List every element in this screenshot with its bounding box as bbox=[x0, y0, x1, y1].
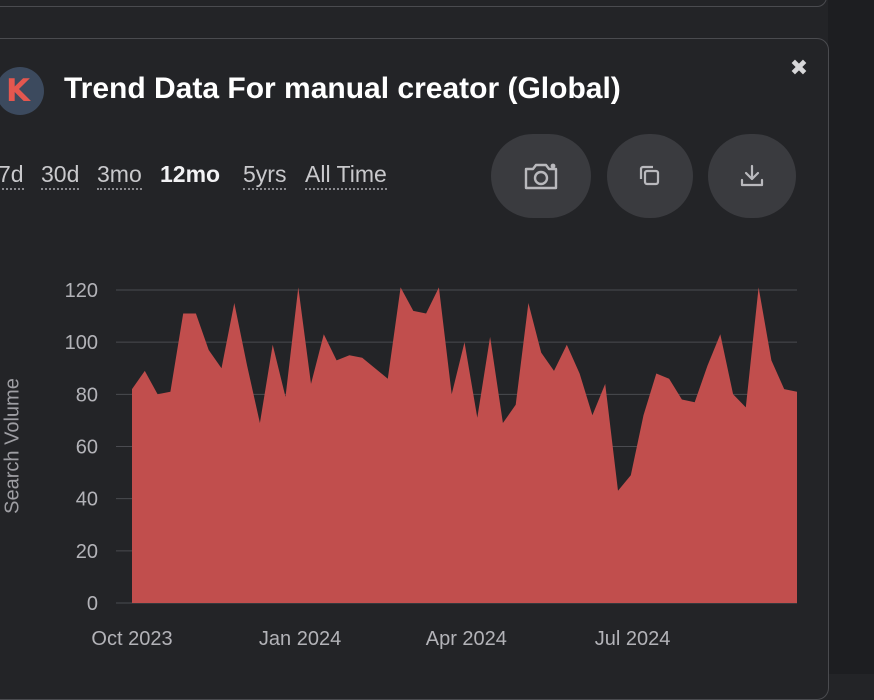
y-axis-ticks: 0 20 40 60 80 100 120 bbox=[65, 280, 98, 615]
y-tick-label: 40 bbox=[76, 489, 98, 511]
range-tab-5yrs[interactable]: 5yrs bbox=[243, 160, 287, 190]
y-tick-label: 60 bbox=[76, 437, 98, 459]
x-tick-label: Oct 2023 bbox=[91, 628, 172, 650]
camera-icon bbox=[524, 163, 558, 190]
range-tab-all-time[interactable]: All Time bbox=[305, 160, 387, 190]
copy-button[interactable] bbox=[607, 134, 693, 218]
range-tab-3mo[interactable]: 3mo bbox=[97, 160, 142, 190]
x-tick-label: Jan 2024 bbox=[259, 628, 341, 650]
y-tick-label: 120 bbox=[65, 280, 98, 302]
y-tick-label: 0 bbox=[87, 593, 98, 615]
logo-icon: K bbox=[0, 67, 44, 115]
trend-chart: 0 20 40 60 80 100 120 Oct 2023 Jan 2024 Apr 2024… bbox=[65, 280, 797, 650]
download-button[interactable] bbox=[708, 134, 796, 218]
close-icon[interactable]: ✖ bbox=[789, 55, 809, 80]
range-tab-7d[interactable]: 7d bbox=[0, 160, 24, 190]
background-strip bbox=[828, 0, 874, 674]
logo-letter: K bbox=[6, 73, 31, 109]
screenshot-button[interactable] bbox=[491, 134, 591, 218]
x-axis-ticks: Oct 2023 Jan 2024 Apr 2024 Jul 2024 bbox=[91, 628, 670, 650]
y-tick-label: 100 bbox=[65, 332, 98, 354]
page-title: Trend Data For manual creator (Global) bbox=[64, 72, 621, 105]
y-tick-label: 80 bbox=[76, 384, 98, 406]
y-tick-label: 20 bbox=[76, 541, 98, 563]
range-tab-30d[interactable]: 30d bbox=[41, 160, 80, 190]
copy-icon bbox=[639, 165, 660, 186]
range-tab-12mo[interactable]: 12mo bbox=[160, 161, 221, 187]
x-tick-label: Jul 2024 bbox=[595, 628, 671, 650]
area-series bbox=[132, 287, 797, 603]
download-icon bbox=[740, 164, 764, 187]
x-tick-label: Apr 2024 bbox=[426, 628, 507, 650]
